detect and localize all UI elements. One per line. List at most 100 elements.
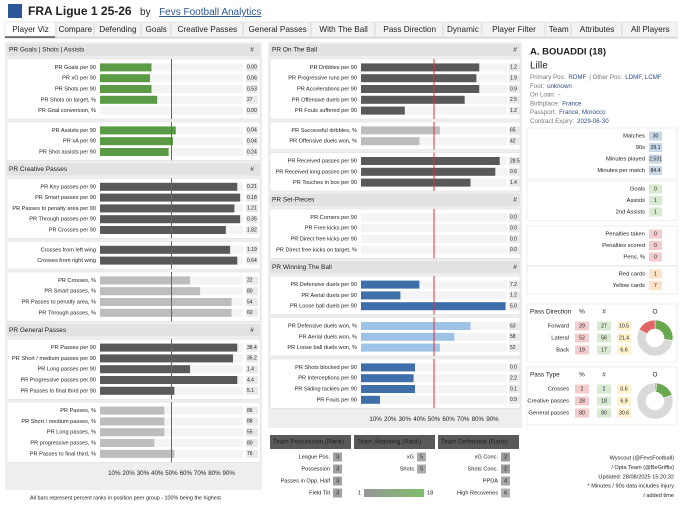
metric-value: 0.04 [247, 139, 257, 145]
value-box [246, 308, 258, 317]
tab[interactable] [443, 21, 482, 38]
tab-label[interactable]: Compare [58, 25, 92, 34]
rank-value: 3 [336, 466, 339, 472]
player-info: On Loan: - [530, 91, 561, 98]
tab-label[interactable]: All Players [631, 25, 670, 34]
player-info: Contract Expiry: 2029-06-30 [530, 118, 609, 125]
metric-label: Crosses from left wing [41, 247, 96, 253]
team-metric: High Recoveries [457, 490, 498, 496]
x-tick-label: 90% [223, 470, 236, 477]
tab-label[interactable]: General Passes [248, 25, 306, 34]
metric-value: 0.0 [510, 236, 517, 242]
footer-line: Wyscout (@FevsFootball) [610, 455, 675, 461]
metric-label: PR Passes to final third, % [30, 451, 96, 457]
rank-bar [100, 428, 165, 437]
value-box [246, 256, 258, 265]
tab[interactable] [375, 21, 443, 38]
section-title: PR Winning The Ball [272, 264, 332, 271]
tab-label[interactable]: Team [549, 25, 569, 34]
tab[interactable] [481, 21, 546, 38]
tab[interactable] [622, 21, 678, 38]
tab[interactable] [94, 21, 141, 38]
section-title: PR On The Ball [272, 47, 318, 54]
stat-label: Yellow cards [613, 283, 645, 289]
value-box [246, 148, 258, 156]
rank-bar [361, 95, 465, 104]
rank-bar [361, 343, 440, 352]
tab-label[interactable]: Pass Direction [383, 25, 436, 34]
metric-value: 65 [510, 128, 516, 134]
rank-bar [361, 74, 477, 83]
value-box [509, 137, 521, 146]
rank-bar [100, 226, 226, 234]
rank-bar [100, 276, 191, 285]
player-info: Primary Pos: RDMF | Other Pos: LDMF, LCMF [530, 74, 662, 81]
section-title: PR Set-Pieces [272, 197, 315, 204]
pass-value-box [575, 345, 589, 355]
x-tick-label: 10% [369, 416, 382, 423]
metric-value: 5.1 [247, 388, 254, 394]
metric-value: 60 [247, 310, 253, 316]
x-tick-label: 50% [428, 416, 441, 423]
metric-value: 1.2 [510, 108, 517, 114]
section-header [270, 44, 520, 56]
pass-value: 29 [579, 323, 585, 329]
tab-label[interactable]: Defending [99, 25, 137, 34]
tab-label[interactable]: Goals [146, 25, 167, 34]
rank-box [333, 488, 342, 498]
tab-label[interactable]: Dynamic [447, 25, 479, 34]
tab[interactable] [243, 21, 311, 38]
tab-label[interactable]: Player Filter [492, 25, 536, 34]
metric-value: 7.2 [510, 282, 517, 288]
rank-value: 2 [504, 454, 507, 460]
pass-value: 2 [603, 386, 606, 392]
info-value: France [562, 100, 582, 107]
tab[interactable] [141, 21, 171, 38]
pass-value: 28 [579, 398, 585, 404]
player-info: Foot: unknown [530, 82, 572, 89]
rank-box [501, 452, 510, 462]
legend-gradient [364, 489, 424, 497]
pass-value-box [575, 396, 589, 406]
value-box [509, 178, 521, 187]
metric-label: PR Loose ball duels per 90 [290, 304, 357, 310]
pass-value: 21.4 [619, 335, 629, 341]
metric-label: PR Direct free kicks per 90 [290, 236, 357, 242]
source-link[interactable]: Fevs Football Analytics [159, 7, 261, 18]
rank-bar [100, 74, 151, 83]
metric-label: PR Touches in box per 90 [293, 180, 357, 186]
metric-value: 55 [247, 430, 253, 436]
tab[interactable] [55, 21, 94, 38]
tab[interactable] [170, 21, 243, 38]
team-title: Team Defensive (Rank) [441, 439, 508, 446]
metric-label: PR Progressive runs per 90 [288, 76, 357, 82]
tab-label[interactable]: With The Ball [319, 25, 368, 34]
value-box [509, 95, 521, 104]
metric-value: 0.04 [247, 128, 257, 134]
rank-bar [100, 406, 165, 415]
value-box [246, 298, 258, 306]
stat-value-box [649, 154, 662, 164]
tab-label[interactable]: Creative Passes [178, 25, 238, 34]
tab[interactable] [545, 21, 571, 38]
rank-box [333, 476, 342, 486]
value-box [246, 354, 258, 363]
tab[interactable] [571, 21, 622, 38]
rank-value: 3 [336, 478, 339, 484]
metric-value: 0.9 [510, 397, 517, 403]
tab-label[interactable]: Attributes [580, 25, 615, 34]
pass-header: # [602, 372, 606, 379]
value-box [509, 224, 521, 233]
metric-label: PR Passes, % [60, 408, 96, 414]
rank-bar [361, 167, 496, 176]
metric-value: 1.21 [247, 206, 257, 212]
value-box [246, 95, 258, 104]
stat-value: 1 [654, 198, 657, 204]
value-box [246, 287, 258, 296]
footer-line: Updated: 28/08/2025 15:20:32 [598, 474, 674, 480]
pass-value: 19 [579, 347, 585, 353]
pass-value-box [597, 408, 611, 418]
footer-line: / Opta Team (@BeGriffis) [611, 465, 674, 471]
tab[interactable] [311, 21, 375, 38]
tab-label[interactable]: Player Viz [12, 25, 49, 34]
